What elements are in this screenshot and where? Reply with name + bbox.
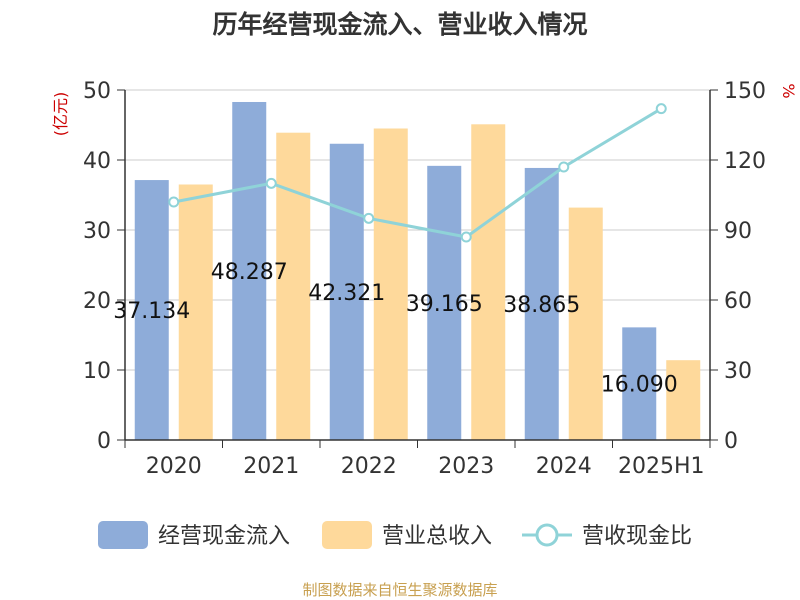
y-right-tick-label: 90: [724, 219, 752, 244]
point-ratio: [265, 177, 277, 189]
bar-cashflow: [134, 180, 169, 440]
x-tick-label: 2023: [438, 454, 494, 479]
x-axis: 2020 2021 2022 2023 2024 2025H1: [124, 439, 711, 479]
bar-revenue: [471, 124, 506, 441]
data-label-cashflow: 42.321: [308, 281, 385, 306]
bar-revenue: [373, 128, 408, 440]
y-right-tick-label: 0: [724, 429, 738, 454]
chart-title: 历年经营现金流入、营业收入情况: [212, 10, 587, 39]
y-right-tick-label: 150: [724, 79, 766, 104]
bar-cashflow: [427, 165, 462, 440]
data-label-cashflow: 39.165: [406, 292, 483, 317]
bar-revenue: [568, 207, 603, 440]
legend-swatch-revenue: [322, 521, 372, 549]
y-left-tick-label: 50: [83, 79, 111, 104]
bar-revenue: [666, 360, 701, 440]
bar-cashflow: [524, 167, 559, 440]
legend-label-revenue: 营业总收入: [382, 524, 492, 549]
point-ratio: [558, 161, 570, 173]
point-ratio: [168, 196, 180, 208]
bar-revenue: [276, 132, 311, 440]
legend-label-cashflow: 经营现金流入: [158, 524, 290, 549]
y-right-unit-label: %: [779, 83, 798, 98]
legend: 经营现金流入 营业总收入 营收现金比: [98, 521, 692, 549]
footer-source: 制图数据来自恒生聚源数据库: [302, 581, 497, 599]
bar-cashflow: [329, 143, 364, 441]
y-left-tick-label: 20: [83, 289, 111, 314]
x-tick-label: 2025H1: [618, 454, 705, 479]
point-ratio: [655, 103, 667, 115]
line-ratio: [173, 107, 663, 239]
legend-marker-ratio: [535, 523, 559, 547]
y-right-tick-label: 30: [724, 359, 752, 384]
data-label-cashflow: 37.134: [113, 299, 190, 324]
line-series: 37.134 48.287 42.321 39.165 38.865 16.090: [113, 103, 678, 398]
y-left-tick-label: 0: [97, 429, 111, 454]
bars: [134, 101, 701, 441]
data-label-cashflow: 38.865: [503, 293, 580, 318]
x-tick-label: 2024: [536, 454, 592, 479]
bar-cashflow: [232, 101, 267, 440]
y-right-tick-label: 120: [724, 149, 766, 174]
y-left-unit-label: (亿元): [51, 92, 70, 137]
x-tick-label: 2020: [146, 454, 202, 479]
grid-lines: [125, 89, 710, 371]
bar-revenue: [178, 184, 213, 440]
y-left-tick-label: 10: [83, 359, 111, 384]
x-tick-label: 2022: [341, 454, 397, 479]
point-ratio: [363, 212, 375, 224]
bar-cashflow: [622, 327, 657, 440]
data-label-cashflow: 48.287: [211, 260, 288, 285]
right-axis: 0 30 60 90 120 150: [709, 79, 766, 454]
point-ratio: [460, 231, 472, 243]
y-left-tick-label: 30: [83, 219, 111, 244]
left-axis: 0 10 20 30 40 50: [83, 79, 126, 454]
y-right-tick-label: 60: [724, 289, 752, 314]
y-left-tick-label: 40: [83, 149, 111, 174]
legend-swatch-cashflow: [98, 521, 148, 549]
data-label-cashflow: 16.090: [601, 373, 678, 398]
x-tick-label: 2021: [243, 454, 299, 479]
legend-label-ratio: 营收现金比: [582, 524, 692, 549]
